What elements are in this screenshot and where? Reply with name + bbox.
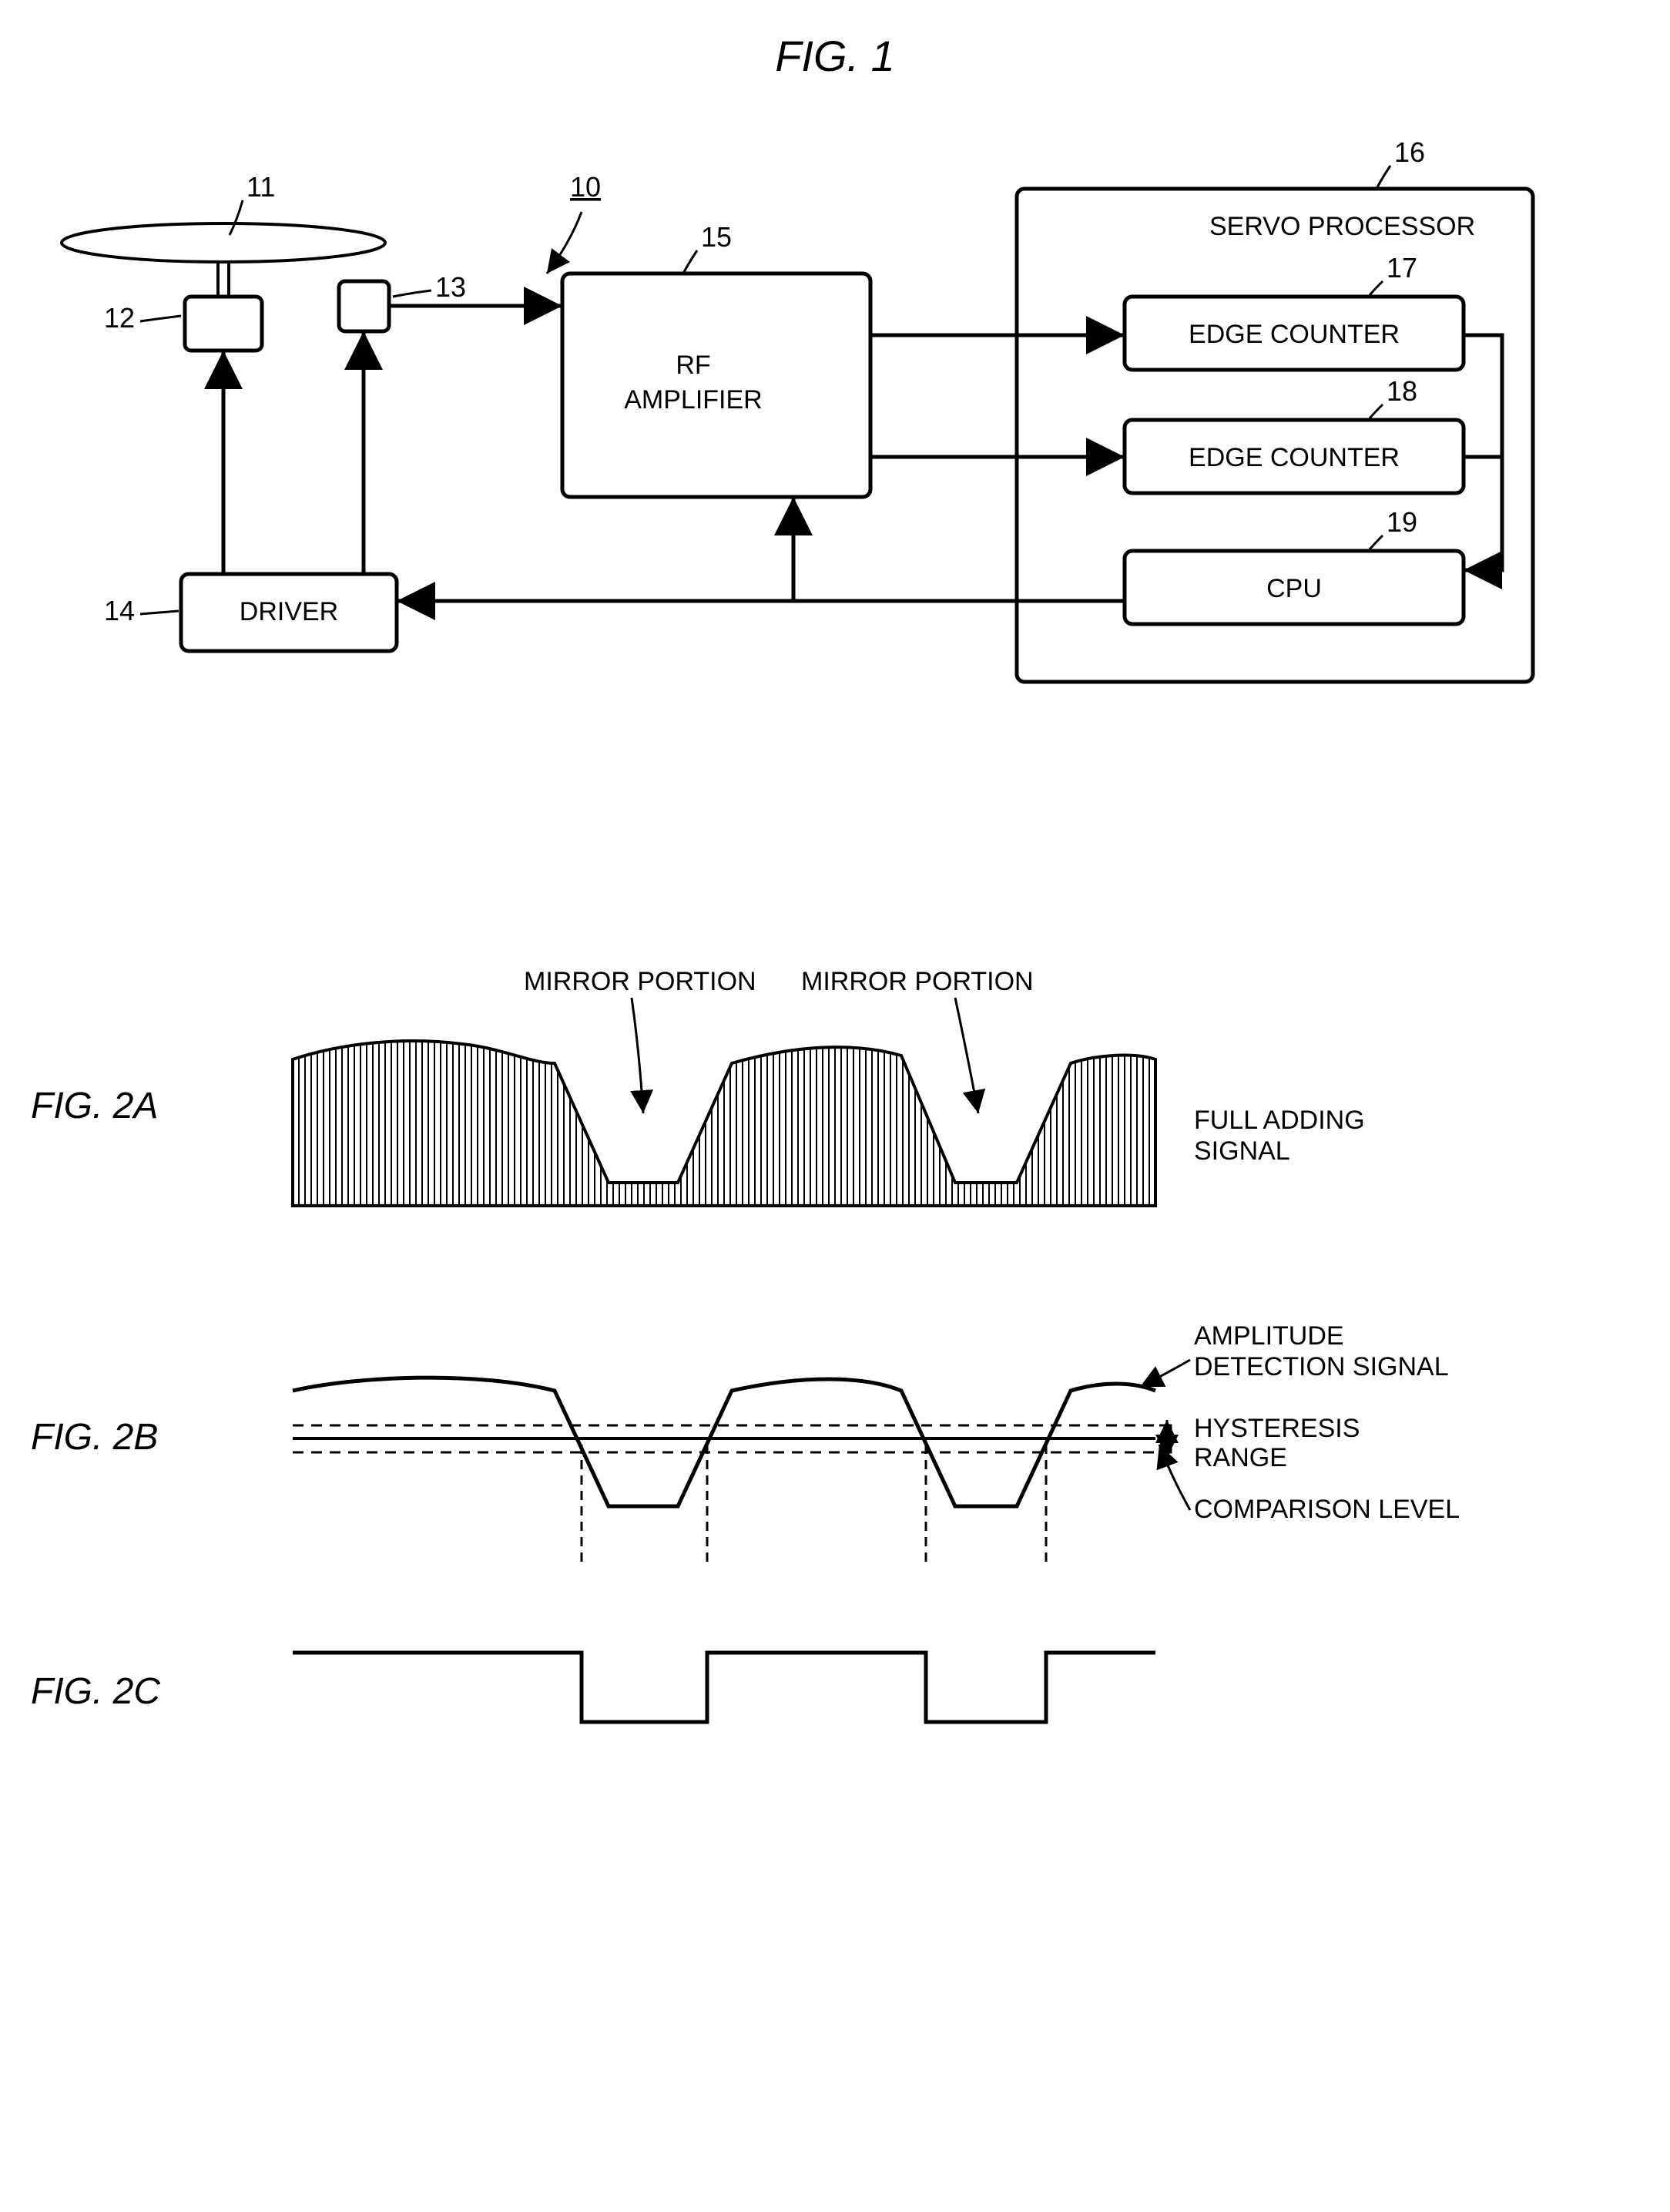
mirror-arrow-2	[955, 998, 978, 1113]
full-adding-shape	[293, 1041, 1155, 1206]
mirror-arrow-1	[632, 998, 643, 1113]
comp-level-label: COMPARISON LEVEL	[1194, 1495, 1460, 1524]
leader-15	[684, 250, 697, 272]
fig2a-row: FIG. 2A MIRROR PORTION MIRROR PORTION FU…	[31, 959, 1639, 1252]
fig1-container: FIG. 1 11 12 13 10 RF AMPLIFIER 15	[31, 31, 1639, 805]
fig1-svg: 11 12 13 10 RF AMPLIFIER 15 SERVO PROCES…	[31, 112, 1571, 805]
full-adding-label1: FULL ADDING	[1194, 1106, 1365, 1135]
amp-arrow	[1140, 1360, 1190, 1387]
label-12: 12	[104, 302, 135, 334]
fig2b-row: FIG. 2B AMPLITUDE DETECTION SIGNAL HYSTE…	[31, 1298, 1639, 1576]
amp-label2: DETECTION SIGNAL	[1194, 1352, 1449, 1381]
leader-10	[547, 212, 582, 274]
label-14: 14	[104, 595, 135, 626]
fig2a-title: FIG. 2A	[31, 1085, 246, 1127]
label-10: 10	[570, 171, 601, 203]
label-18: 18	[1387, 375, 1417, 407]
mirror-label-1: MIRROR PORTION	[524, 967, 756, 996]
fig2c-title: FIG. 2C	[31, 1670, 246, 1713]
leader-13	[393, 290, 431, 297]
servo-text: SERVO PROCESSOR	[1209, 212, 1475, 241]
edge2-text: EDGE COUNTER	[1189, 443, 1400, 472]
label-11: 11	[246, 171, 275, 203]
rfamp-text2: AMPLIFIER	[624, 385, 762, 415]
label-17: 17	[1387, 252, 1417, 284]
spindle-shaft	[218, 262, 229, 297]
fig2c-row: FIG. 2C	[31, 1622, 1639, 1761]
hyst-label1b: HYSTERESIS	[1194, 1414, 1360, 1443]
label-13: 13	[435, 271, 466, 303]
leader-14	[140, 611, 179, 614]
amp-label1: AMPLITUDE	[1194, 1321, 1344, 1351]
amp-envelope	[293, 1378, 1155, 1506]
leader-12	[140, 316, 181, 321]
driver-text: DRIVER	[240, 597, 338, 626]
disc-shape	[62, 223, 385, 262]
pickup-box	[339, 281, 389, 331]
comp-arrow	[1159, 1445, 1190, 1510]
fig2b-svg: AMPLITUDE DETECTION SIGNAL HYSTERESIS RA…	[246, 1298, 1556, 1576]
fig2c-svg	[246, 1622, 1556, 1761]
fig2a-svg: MIRROR PORTION MIRROR PORTION FULL ADDIN…	[246, 959, 1556, 1252]
label-15: 15	[701, 221, 732, 253]
pulse-wa	[293, 1653, 1155, 1722]
label-16: 16	[1394, 136, 1425, 168]
leader-16	[1377, 166, 1390, 187]
fig2b-title: FIG. 2B	[31, 1416, 246, 1458]
fig1-title: FIG. 1	[31, 31, 1639, 81]
label-19: 19	[1387, 506, 1417, 538]
cpu-text: CPU	[1266, 574, 1322, 603]
edge1-text: EDGE COUNTER	[1189, 320, 1400, 349]
mirror-label-2: MIRROR PORTION	[801, 967, 1034, 996]
hyst-label2: RANGE	[1194, 1443, 1287, 1472]
full-adding-label2: SIGNAL	[1194, 1136, 1290, 1166]
spindle-box	[185, 297, 262, 351]
rfamp-text1: RF	[676, 351, 710, 380]
